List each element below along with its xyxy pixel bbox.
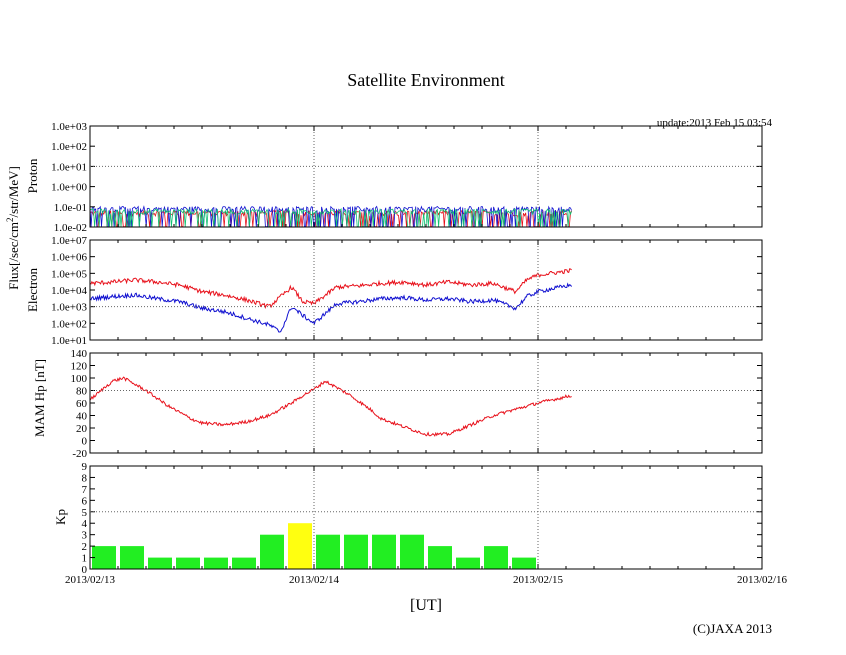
flux-label-sup: 2 — [5, 217, 15, 222]
kp-bar — [484, 546, 508, 569]
y-tick-label: 8 — [82, 472, 88, 484]
x-tick-label: 2013/02/14 — [289, 574, 340, 586]
kp-bar — [512, 557, 536, 569]
proton-series-green — [89, 207, 572, 227]
flux-axis-label: Flux[/sec/cm2/str/MeV] — [5, 166, 21, 290]
y-tick-label: 2 — [82, 541, 88, 553]
y-tick-label: 5 — [82, 507, 88, 519]
y-tick-label: 1.0e+00 — [51, 182, 87, 194]
x-axis-ticks: 2013/02/13 2013/02/14 2013/02/15 2013/02/16 — [65, 574, 788, 586]
kp-bar — [260, 534, 284, 569]
y-tick-label: 1.0e+03 — [51, 302, 87, 314]
x-axis-label: [UT] — [410, 597, 442, 614]
plot-frame — [89, 239, 763, 341]
y-tick-label: 40 — [76, 411, 88, 423]
mam-ylabel: MAM Hp [nT] — [32, 359, 47, 437]
chart-title: Satellite Environment — [347, 70, 504, 90]
y-tick-label: 120 — [71, 361, 88, 373]
y-tick-label: 6 — [82, 495, 88, 507]
kp-bar — [120, 546, 144, 569]
proton-ticks: 1.0e-02 1.0e-01 1.0e+00 1.0e+01 1.0e+02 1.0e+… — [51, 121, 763, 234]
kp-bar — [232, 557, 256, 569]
kp-bar — [456, 557, 480, 569]
x-tick-label: 2013/02/13 — [65, 574, 116, 586]
electron-ticks: 1.0e+01 1.0e+02 1.0e+03 1.0e+04 1.0e+05 1.0e+… — [51, 235, 763, 347]
y-tick-label: 1.0e+01 — [51, 161, 87, 173]
y-tick-label: 1.0e+06 — [51, 252, 87, 264]
y-tick-label: 1.0e+05 — [51, 268, 87, 280]
proton-panel: Proton 1.0e-02 1.0e-01 1.0e+00 1.0e+01 1.0e+… — [25, 121, 763, 234]
y-tick-label: 60 — [76, 398, 88, 410]
svg-text:Flux[/sec/cm2/str/MeV]: Flux[/sec/cm2/str/MeV] — [5, 166, 21, 290]
kp-bar — [428, 546, 452, 569]
y-tick-label: 9 — [82, 461, 88, 473]
y-tick-label: 1.0e-01 — [54, 202, 87, 214]
y-tick-label: 3 — [82, 530, 88, 542]
kp-bar — [288, 523, 312, 569]
y-tick-label: 80 — [76, 386, 88, 398]
plot-frame — [89, 352, 763, 454]
x-tick-label: 2013/02/16 — [737, 574, 788, 586]
kp-bar — [176, 557, 200, 569]
kp-marks — [92, 523, 536, 569]
y-tick-label: 1.0e+03 — [51, 121, 87, 133]
kp-bar — [400, 534, 424, 569]
y-tick-label: 20 — [76, 423, 88, 435]
y-tick-label: 4 — [82, 518, 88, 530]
x-tick-label: 2013/02/15 — [513, 574, 564, 586]
electron-ylabel: Electron — [25, 267, 40, 312]
plot-frame — [89, 465, 763, 570]
y-tick-label: 0 — [82, 564, 88, 576]
kp-bar — [148, 557, 172, 569]
mam-marks — [89, 376, 572, 437]
electron-panel: Electron 1.0e+011.0e+021.0e+031.0e+041.0… — [25, 235, 763, 347]
y-tick-label: 1 — [82, 553, 88, 565]
kp-bar — [92, 546, 116, 569]
kp-bar — [204, 557, 228, 569]
kp-ylabel: Kp — [53, 509, 68, 525]
y-tick-label: 7 — [82, 484, 88, 496]
y-tick-label: 1.0e+02 — [51, 141, 87, 153]
proton-ylabel: Proton — [25, 158, 40, 193]
flux-label-rest: /str/MeV] — [6, 166, 21, 217]
y-tick-label: 0 — [82, 436, 88, 448]
proton-series-blue — [89, 205, 572, 227]
kp-bar — [344, 534, 368, 569]
y-tick-label: 1.0e+01 — [51, 335, 87, 347]
proton-marks — [89, 205, 572, 227]
y-tick-label: 1.0e-02 — [54, 222, 87, 234]
y-tick-label: 1.0e+04 — [51, 285, 87, 297]
y-tick-label: -20 — [72, 448, 87, 460]
kp-bar — [372, 534, 396, 569]
kp-bar — [316, 534, 340, 569]
update-text: update:2013 Feb 15 03:54 — [657, 117, 773, 129]
y-tick-label: 140 — [71, 348, 88, 360]
electron-series-red — [89, 268, 572, 309]
flux-label-main: Flux[/sec/cm — [6, 222, 21, 290]
y-tick-label: 1.0e+07 — [51, 235, 87, 247]
electron-marks — [89, 268, 572, 333]
mam-series-red — [89, 376, 572, 437]
copyright: (C)JAXA 2013 — [693, 621, 772, 636]
y-tick-label: 100 — [71, 373, 88, 385]
y-tick-label: 1.0e+02 — [51, 318, 87, 330]
